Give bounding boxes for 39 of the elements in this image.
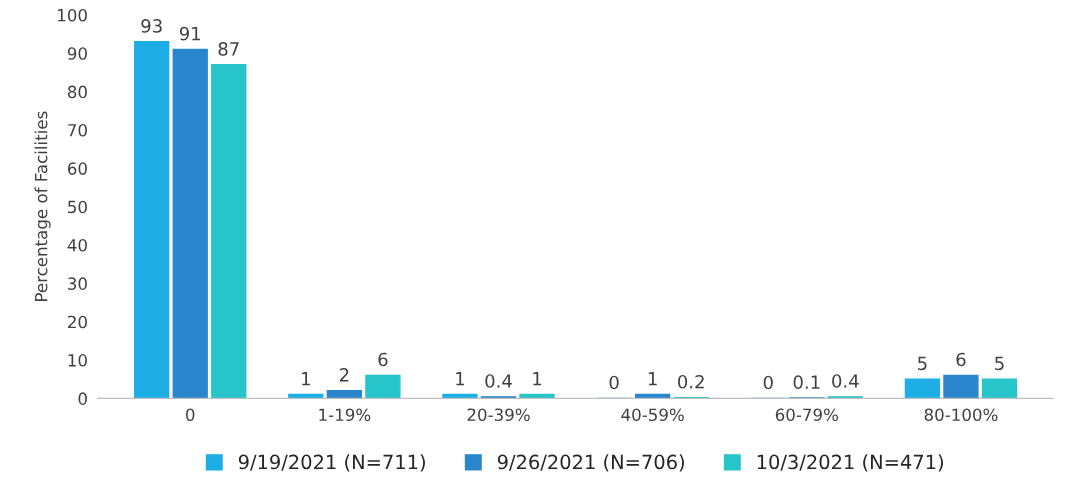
data-label: 6	[956, 352, 966, 367]
data-label: 5	[995, 356, 1004, 371]
x-tick-label: 40-59%	[621, 408, 684, 422]
data-label: 1	[648, 372, 657, 386]
y-tick-label: 20	[68, 315, 87, 329]
y-tick-label: 0	[78, 392, 87, 405]
data-label: 87	[218, 42, 239, 56]
data-label: 0.2	[678, 374, 704, 389]
data-label: 93	[141, 19, 162, 33]
y-tick-label: 30	[68, 277, 87, 290]
data-label: 1	[533, 372, 542, 386]
legend-label: 9/26/2021 (N=706)	[497, 454, 684, 472]
data-label: 0	[763, 375, 773, 390]
y-tick-label: 50	[68, 200, 87, 214]
x-tick-label: 60-79%	[775, 408, 839, 422]
data-label: 0	[609, 375, 619, 390]
x-tick-label: 1-19%	[319, 408, 371, 422]
x-tick-label: 80-100%	[924, 408, 998, 422]
x-tick-label: 20-39%	[467, 408, 530, 422]
data-label: 0.1	[793, 375, 820, 389]
y-tick-label: 80	[67, 85, 87, 99]
data-label: 0.4	[485, 374, 512, 388]
y-tick-label: 60	[67, 162, 87, 175]
y-tick-label: 100	[58, 8, 87, 22]
x-tick-label: 0	[186, 408, 195, 422]
data-label: 91	[179, 26, 201, 41]
data-label: 1	[302, 372, 310, 386]
y-tick-label: 90	[67, 47, 87, 60]
legend-label: 10/3/2021 (N=471)	[757, 454, 943, 472]
data-label: 1	[456, 372, 465, 386]
y-axis-title: Percentage of Facilities	[34, 111, 51, 301]
y-tick-label: 70	[68, 123, 87, 137]
data-label: 5	[918, 356, 927, 371]
y-tick-label: 10	[68, 354, 87, 367]
data-label: 2	[339, 368, 349, 382]
data-label: 0.4	[832, 374, 859, 388]
y-tick-label: 40	[67, 238, 87, 252]
data-label: 6	[378, 352, 388, 367]
legend-label: 9/19/2021 (N=711)	[238, 454, 425, 472]
